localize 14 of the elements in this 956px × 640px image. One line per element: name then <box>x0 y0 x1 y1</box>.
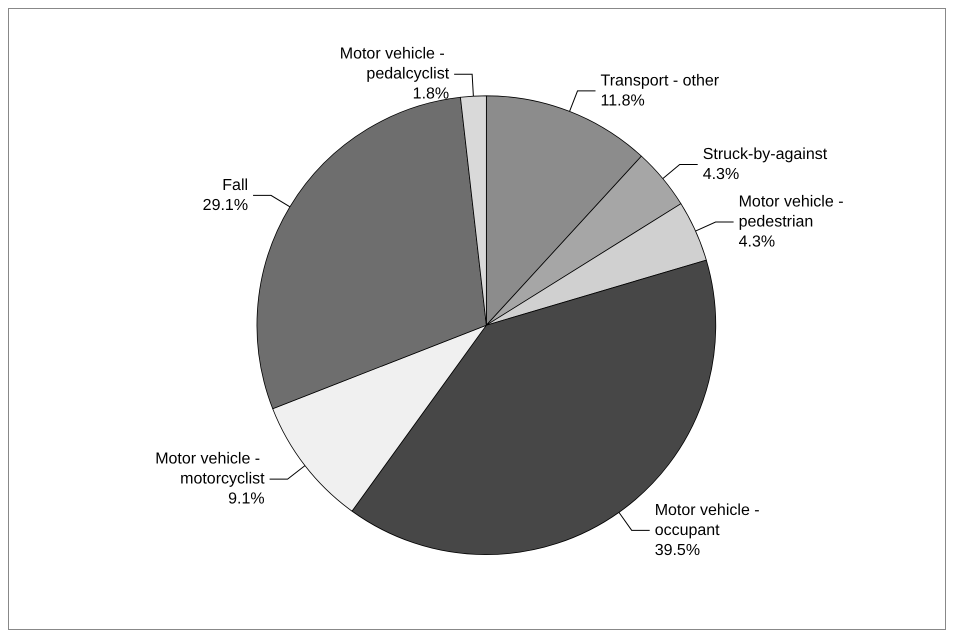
slice-label: Motor vehicle - occupant <box>654 502 764 539</box>
data-label: 29.1% <box>202 196 248 214</box>
data-label: 1.8% <box>412 86 450 103</box>
data-label: 4.3% <box>702 166 740 184</box>
slice-label: Transport - other <box>600 72 720 90</box>
slice-label: Motor vehicle - motorcyclist <box>155 450 266 488</box>
data-label: 4.3% <box>738 234 776 251</box>
slice-label: Motor vehicle - pedalcyclist <box>340 46 450 83</box>
data-label: 11.8% <box>600 92 645 110</box>
data-label: 39.5% <box>654 542 700 559</box>
slice-label: Fall <box>222 176 248 194</box>
slice-label: Motor vehicle - pedestrian <box>738 194 848 231</box>
slice-label: Struck-by-against <box>702 146 828 164</box>
data-label: 9.1% <box>228 490 265 508</box>
